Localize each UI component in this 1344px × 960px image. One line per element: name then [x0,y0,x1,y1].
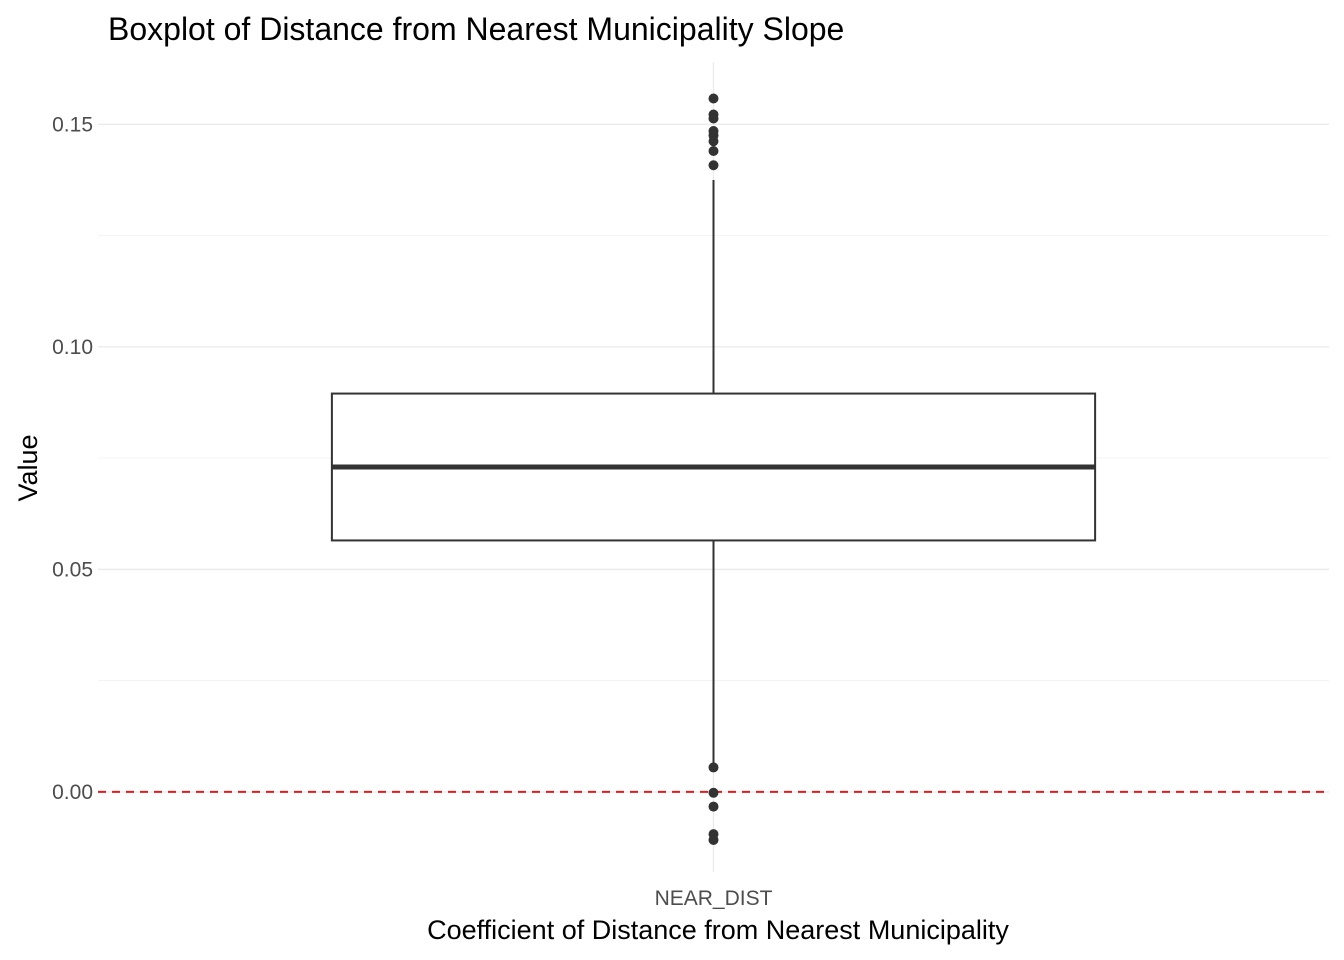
outlier-point [708,801,719,812]
outlier-point [708,113,719,124]
outlier-point [708,834,719,845]
x-tick-labels: NEAR_DIST [655,887,773,910]
x-axis-title: Coefficient of Distance from Nearest Mun… [427,915,1009,945]
y-tick-label: 0.05 [52,558,93,581]
outlier-point [708,146,719,157]
outlier-layer [708,93,719,845]
outlier-point [708,762,719,773]
outlier-point [708,787,719,798]
outlier-point [708,160,719,171]
x-tick-label: NEAR_DIST [655,887,773,910]
y-tick-labels: 0.00 0.05 0.10 0.15 [52,113,93,804]
chart-title: Boxplot of Distance from Nearest Municip… [108,11,844,47]
y-axis-title: Value [13,434,43,501]
outlier-point [708,136,719,147]
box-layer [330,179,1097,766]
y-tick-label: 0.15 [52,113,93,136]
y-tick-label: 0.00 [52,781,93,804]
outlier-point [708,93,719,104]
y-tick-label: 0.10 [52,336,93,359]
